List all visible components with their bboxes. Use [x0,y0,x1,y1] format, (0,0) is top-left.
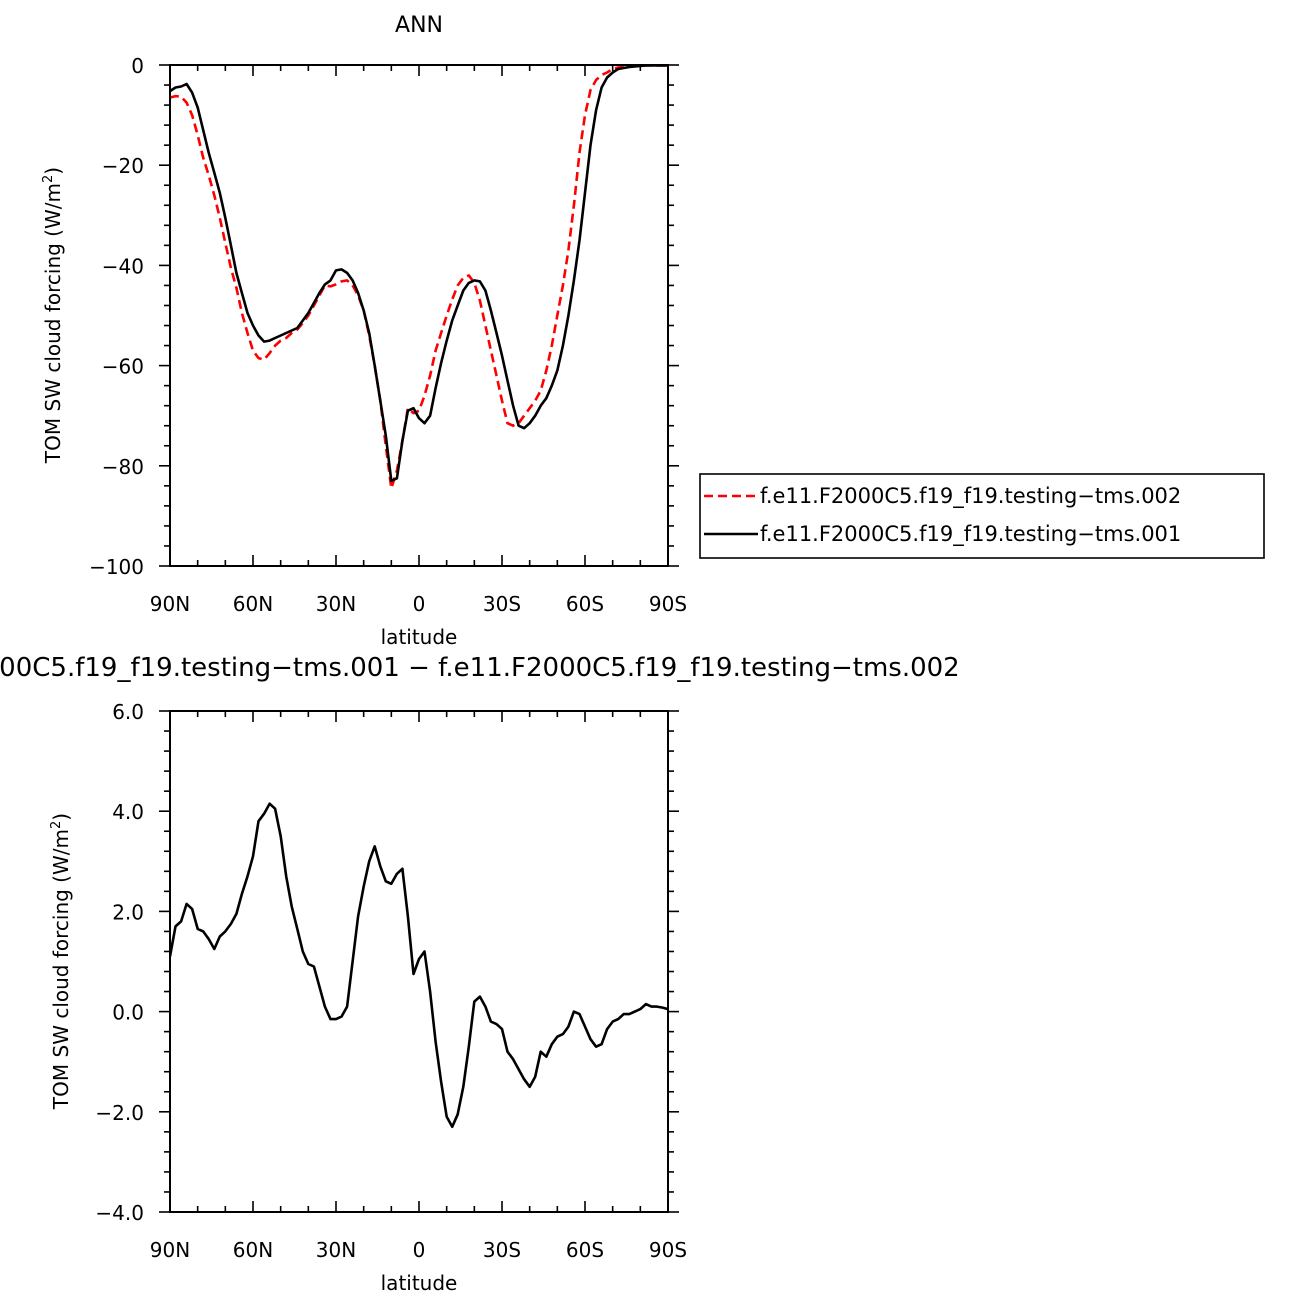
top-x-tick-label: 60S [566,592,604,616]
top-chart: ANN 90N 60N 30N 0 30S 60S 90S 0 −20 −40 −60 −80 −10… [41,13,1265,649]
bottom-y-tick-label: 0.0 [112,1001,144,1025]
bottom-series-group [170,802,668,1129]
legend-label-series-1: f.e11.F2000C5.f19_f19.testing−tms.002 [760,484,1181,509]
bottom-x-tick-label: 90N [150,1238,190,1262]
top-y-tick-labels: 0 −20 −40 −60 −80 −100 [89,54,144,579]
top-y-tick-label: −20 [102,154,144,178]
bottom-x-tick-labels: 90N 60N 30N 0 30S 60S 90S [150,1238,687,1262]
top-x-tick-labels: 90N 60N 30N 0 30S 60S 90S [150,592,687,616]
legend-box [699,473,1265,559]
top-y-axis-label: TOM SW cloud forcing (W/m2) [41,167,65,464]
top-y-axis-label-sup: 2 [41,175,56,183]
top-y-axis-label-main: TOM SW cloud forcing (W/m [41,183,65,464]
bottom-x-tick-label: 60N [233,1238,273,1262]
bottom-x-tick-label: 90S [649,1238,687,1262]
top-y-tick-label: 0 [131,54,144,78]
bottom-x-tick-label: 60S [566,1238,604,1262]
bottom-y-axis-label-main: TOM SW cloud forcing (W/m [49,829,73,1110]
top-y-tick-label: −60 [102,355,144,379]
bottom-y-tick-label: −2.0 [95,1101,144,1125]
bottom-plot-frame [169,710,669,1213]
legend-label-series-2: f.e11.F2000C5.f19_f19.testing−tms.001 [760,522,1181,547]
bottom-chart-title: f.e11.F2000C5.f19_f19.testing−tms.001 − … [0,653,960,683]
bottom-chart: f.e11.F2000C5.f19_f19.testing−tms.001 − … [0,653,960,1295]
top-x-tick-label: 90N [150,592,190,616]
top-chart-title: ANN [395,13,443,38]
top-axis-ticks [159,64,679,567]
top-series-line-2 [170,65,668,483]
bottom-y-tick-label: 2.0 [112,900,144,924]
top-series-group [170,65,668,490]
legend: f.e11.F2000C5.f19_f19.testing−tms.002 f.… [699,473,1265,559]
top-x-tick-label: 90S [649,592,687,616]
bottom-x-axis-label: latitude [381,1271,458,1295]
top-x-tick-label: 60N [233,592,273,616]
bottom-y-axis-label-sup: 2 [49,821,64,829]
top-y-tick-label: −80 [102,455,144,479]
bottom-y-axis-label-close: ) [49,813,73,821]
top-x-tick-label: 30S [483,592,521,616]
bottom-series-line-1 [170,802,668,1129]
top-x-tick-label: 30N [316,592,356,616]
bottom-x-tick-label: 0 [413,1238,426,1262]
top-plot-frame [169,64,669,567]
top-y-tick-label: −100 [89,555,144,579]
top-x-tick-label: 0 [413,592,426,616]
bottom-y-tick-label: 4.0 [112,800,144,824]
bottom-y-axis-label: TOM SW cloud forcing (W/m2) [49,813,73,1110]
top-y-axis-label-close: ) [41,167,65,175]
top-y-tick-label: −40 [102,254,144,278]
bottom-y-tick-label: 6.0 [112,700,144,724]
top-x-axis-label: latitude [381,625,458,649]
bottom-x-tick-label: 30N [316,1238,356,1262]
bottom-y-tick-label: −4.0 [95,1201,144,1225]
bottom-y-tick-labels: 6.0 4.0 2.0 0.0 −2.0 −4.0 [95,700,144,1225]
bottom-x-tick-label: 30S [483,1238,521,1262]
